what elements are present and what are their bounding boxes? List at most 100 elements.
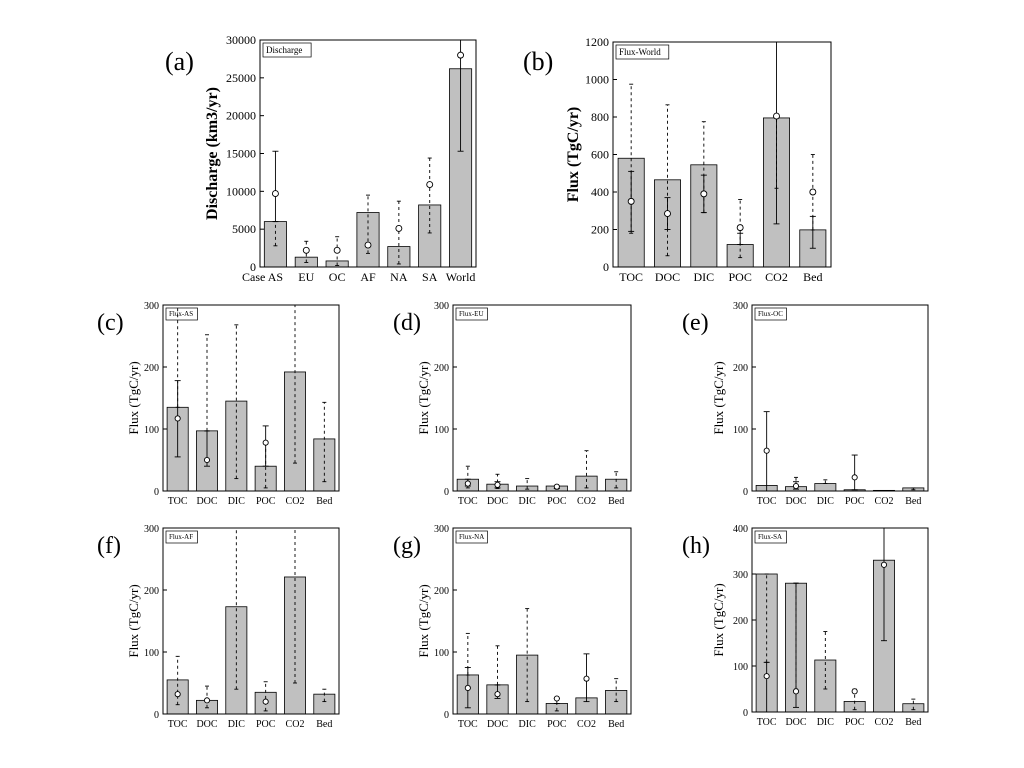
y-tick-label: 100: [733, 662, 748, 673]
panel-c: (c) TOC DOC DIC POC CO2 Bed 0 100 200 300 Flux (TgC…: [97, 301, 340, 507]
y-tick-label: 0: [743, 708, 748, 719]
x-tick-label: TOC: [619, 270, 643, 284]
legend: Flux-NA: [455, 530, 488, 544]
mean-marker: [763, 673, 770, 680]
bar-DIC: [814, 483, 837, 492]
y-tick-label: 0: [154, 487, 159, 498]
x-tick-label: AS: [268, 270, 283, 284]
y-tick-label: 25000: [226, 71, 256, 85]
y-tick-label: 20000: [226, 109, 256, 123]
x-tick-label: TOC: [168, 719, 188, 730]
x-tick-label: Bed: [608, 496, 624, 507]
x-tick-label: EU: [298, 270, 314, 284]
y-tick-label: 200: [591, 223, 609, 237]
y-tick-label: 0: [154, 710, 159, 721]
x-tick-label: Bed: [316, 719, 332, 730]
legend-label: Flux-OC: [758, 310, 783, 318]
legend-box: [754, 307, 787, 321]
y-axis-label: Flux (TgC/yr): [416, 584, 431, 657]
x-tick-label: DOC: [487, 496, 508, 507]
plot-frame: [612, 41, 832, 268]
y-tick-label: 0: [250, 260, 256, 274]
panel-a: (a) AS EU OC AF NA SA World 0 5000 10000 15000 20000…: [165, 33, 477, 284]
mean-marker: [553, 695, 560, 702]
x-tick-label: POC: [256, 496, 276, 507]
mean-marker: [262, 698, 269, 705]
mean-marker: [851, 688, 858, 695]
x-tick-label: TOC: [757, 496, 777, 507]
legend: Flux-World: [615, 44, 670, 60]
mean-marker: [262, 439, 269, 446]
mean-marker: [174, 415, 181, 422]
x-tick-label: CO2: [875, 717, 894, 728]
y-tick-label: 100: [733, 425, 748, 436]
plot-frame: [162, 304, 340, 492]
mean-marker: [174, 691, 181, 698]
y-tick-label: 1200: [585, 35, 609, 49]
mean-marker: [333, 246, 341, 254]
legend: Flux-AS: [165, 307, 198, 321]
mean-marker: [553, 483, 560, 490]
mean-marker: [763, 447, 770, 454]
y-tick-label: 200: [434, 363, 449, 374]
mean-marker: [809, 188, 817, 196]
x-tick-label: DIC: [817, 496, 835, 507]
x-tick-label: Bed: [803, 270, 822, 284]
x-tick-label: POC: [547, 496, 567, 507]
panel-d: (d) TOC DOC DIC POC CO2 Bed 0 100 200 300 Flux (TgC…: [393, 301, 632, 507]
legend-box: [615, 44, 670, 60]
x-tick-label: CO2: [286, 719, 305, 730]
panel-b: (b) TOC DOC DIC POC CO2 Bed 0 200 400 600 800 1000 12…: [523, 35, 832, 284]
y-tick-label: 100: [144, 425, 159, 436]
y-tick-label: 100: [434, 648, 449, 659]
x-tick-label: POC: [547, 719, 567, 730]
mean-marker: [627, 197, 635, 205]
x-tick-label: NA: [390, 270, 408, 284]
x-tick-label: DOC: [196, 496, 217, 507]
x-tick-label: DOC: [196, 719, 217, 730]
legend-label: Discharge: [266, 45, 302, 55]
x-tick-label: DIC: [817, 717, 835, 728]
mean-marker: [851, 474, 858, 481]
x-tick-label: CO2: [577, 496, 596, 507]
x-tick-label: DIC: [519, 719, 537, 730]
panel-f: (f) TOC DOC DIC POC CO2 Bed 0 100 200 300 Flux (TgC…: [97, 524, 340, 730]
legend: Flux-EU: [455, 307, 488, 321]
mean-marker: [426, 181, 434, 188]
y-axis-label: Flux (TgC/yr): [565, 107, 582, 203]
y-axis-label: Flux (TgC/yr): [416, 361, 431, 434]
x-tick-label: CO2: [577, 719, 596, 730]
panel-g: (g) TOC DOC DIC POC CO2 Bed 0 100 200 300 Flux (TgC…: [393, 524, 632, 730]
plot-frame: [452, 304, 632, 492]
x-tick-label: Bed: [905, 717, 921, 728]
y-tick-label: 100: [434, 425, 449, 436]
mean-marker: [494, 481, 501, 488]
x-tick-label: TOC: [458, 496, 478, 507]
legend-box: [455, 307, 488, 321]
panel-h: (h) TOC DOC DIC POC CO2 Bed 0 100 200 300 400 Flux (…: [682, 524, 929, 728]
y-tick-label: 200: [434, 586, 449, 597]
y-tick-label: 5000: [232, 222, 256, 236]
x-tick-label: DOC: [487, 719, 508, 730]
y-axis-label: Flux (TgC/yr): [711, 361, 726, 434]
x-tick-label: POC: [845, 496, 865, 507]
legend-label: Flux-World: [619, 47, 661, 57]
legend-label: Flux-SA: [758, 533, 782, 541]
x-tick-label: CO2: [286, 496, 305, 507]
mean-marker: [457, 51, 465, 59]
panel-e: (e) TOC DOC DIC POC CO2 Bed 0 100 200 300 Flux (TgC…: [682, 301, 929, 507]
mean-marker: [880, 561, 888, 568]
mean-marker: [302, 246, 310, 254]
y-tick-label: 10000: [226, 184, 256, 198]
y-tick-label: 300: [733, 301, 748, 312]
x-tick-label: DIC: [228, 496, 246, 507]
mean-marker: [773, 112, 780, 120]
y-tick-label: 600: [591, 148, 609, 162]
plot-frame: [751, 527, 929, 713]
x-tick-label: TOC: [757, 717, 777, 728]
y-tick-label: 300: [434, 524, 449, 535]
x-tick-label: POC: [256, 719, 276, 730]
y-tick-label: 200: [144, 586, 159, 597]
y-tick-label: 30000: [226, 33, 256, 47]
